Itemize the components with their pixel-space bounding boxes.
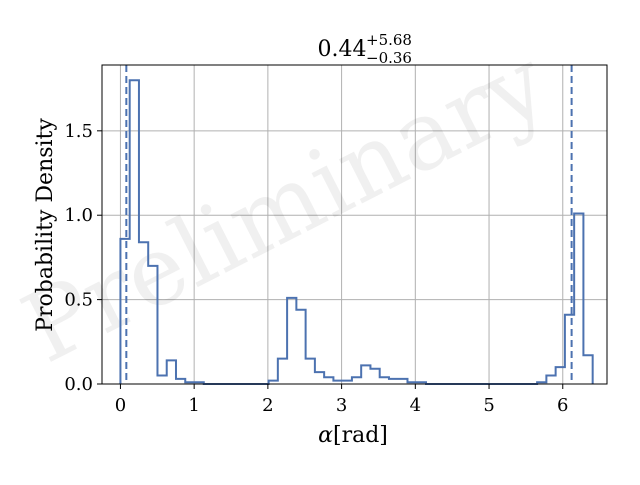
title-lower-bound: −0.36 (366, 49, 412, 67)
y-tick-label: 0.5 (64, 290, 93, 311)
y-tick-label: 0.0 (64, 374, 93, 395)
quantile-lines (125, 65, 573, 384)
x-axis-ticks: 0 1 2 3 4 5 6 (115, 384, 568, 416)
y-tick-label: 1.5 (64, 121, 93, 142)
y-tick-label: 1.0 (64, 205, 93, 226)
grid-lines (102, 65, 607, 385)
chart-title: 0.44 (318, 37, 367, 62)
x-axis-unit: [rad] (333, 423, 388, 448)
x-tick-label: 0 (115, 395, 126, 416)
x-axis-symbol: α (318, 423, 333, 448)
plot-frame (101, 64, 608, 385)
y-axis-label: Probability Density (33, 118, 58, 332)
x-tick-label: 2 (262, 395, 273, 416)
y-axis-ticks: 0.0 0.5 1.0 1.5 (64, 121, 102, 395)
x-tick-label: 5 (483, 395, 494, 416)
x-tick-label: 6 (557, 395, 568, 416)
x-tick-label: 1 (188, 395, 199, 416)
x-tick-label: 3 (336, 395, 347, 416)
x-tick-label: 4 (410, 395, 421, 416)
title-value: 0.44 (318, 37, 367, 62)
title-upper-bound: +5.68 (366, 31, 412, 49)
x-axis-label: α[rad] (318, 423, 388, 448)
